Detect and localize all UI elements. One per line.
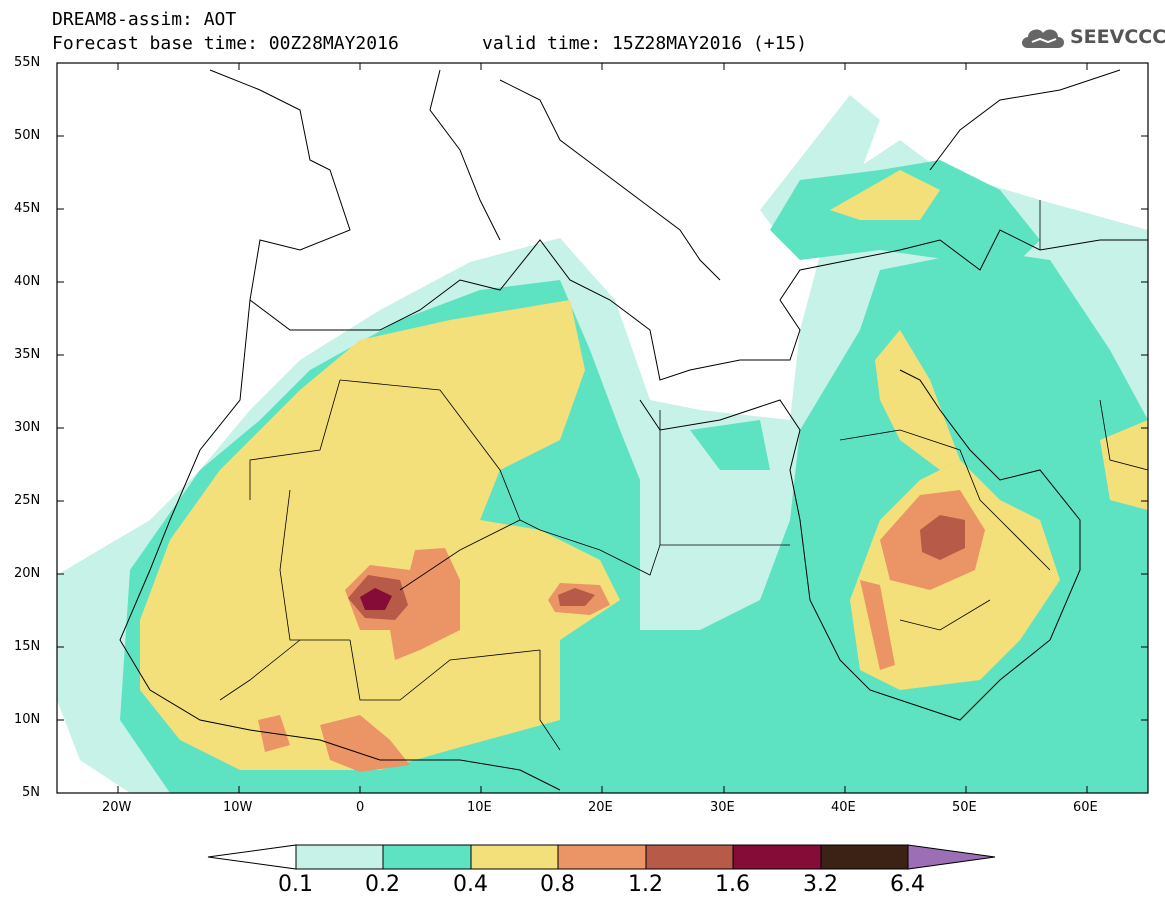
lat-label: 30N <box>14 420 41 435</box>
aot-level-1-2 <box>558 588 595 606</box>
lon-label: 50E <box>952 800 977 815</box>
lon-label: 60E <box>1073 800 1098 815</box>
colorbar-label: 0.8 <box>540 872 575 897</box>
colorbar-swatch <box>645 844 734 870</box>
lat-label: 55N <box>14 55 41 70</box>
lon-label: 30E <box>710 800 735 815</box>
aot-level-1-2 <box>920 515 965 560</box>
lat-label: 45N <box>14 201 41 216</box>
lat-label: 50N <box>14 128 41 143</box>
axis-ticks <box>57 63 1148 793</box>
seevccc-logo: SEEVCCC <box>1018 22 1165 54</box>
aot-level-0-2 <box>690 420 770 470</box>
title-line1: DREAM8-assim: AOT <box>52 9 237 30</box>
colorbar-over <box>907 844 996 870</box>
valid-time: valid time: 15Z28MAY2016 (+15) <box>482 33 808 54</box>
aot-level-0-8 <box>860 580 895 670</box>
colorbar-swatch <box>820 844 909 870</box>
lon-label: 0 <box>356 800 365 815</box>
colorbar-swatch <box>295 844 384 870</box>
coastlines <box>119 69 1148 791</box>
aot-level-0-4 <box>1100 420 1148 510</box>
colorbar-label: 0.4 <box>453 872 488 897</box>
aot-level-1-6 <box>360 588 392 610</box>
colorbar-swatch <box>557 844 647 870</box>
forecast-base-time: Forecast base time: 00Z28MAY2016 <box>52 33 399 54</box>
colorbar-label: 0.2 <box>365 872 400 897</box>
lon-label: 10E <box>467 800 492 815</box>
colorbar-swatch <box>382 844 472 870</box>
colorbar-label: 0.1 <box>278 872 313 897</box>
lon-label: 20W <box>102 800 132 815</box>
country-borders <box>219 200 1148 751</box>
lon-label: 40E <box>831 800 856 815</box>
aot-level-0-8 <box>320 715 410 772</box>
colorbar-label: 6.4 <box>890 872 925 897</box>
lon-label: 20E <box>588 800 613 815</box>
colorbar-swatch <box>732 844 822 870</box>
cloud-icon <box>1022 29 1064 48</box>
lat-label: 20N <box>14 566 41 581</box>
lat-label: 25N <box>14 493 41 508</box>
lat-label: 15N <box>14 639 41 654</box>
lat-label: 10N <box>14 712 41 727</box>
aot-level-0-4 <box>875 330 960 470</box>
colorbar-label: 1.2 <box>628 872 663 897</box>
lat-label: 40N <box>14 274 41 289</box>
colorbar <box>207 844 996 870</box>
colorbar-label: 1.6 <box>715 872 750 897</box>
colorbar-under <box>207 844 297 870</box>
lat-label: 5N <box>22 785 40 800</box>
lon-label: 10W <box>223 800 253 815</box>
aot-level-0-4 <box>140 300 620 770</box>
aot-fields <box>57 95 1148 793</box>
colorbar-label: 3.2 <box>803 872 838 897</box>
lat-label: 35N <box>14 347 41 362</box>
logo-text: SEEVCCC <box>1070 26 1165 48</box>
aot-level-0-4 <box>830 170 940 220</box>
colorbar-swatch <box>470 844 559 870</box>
